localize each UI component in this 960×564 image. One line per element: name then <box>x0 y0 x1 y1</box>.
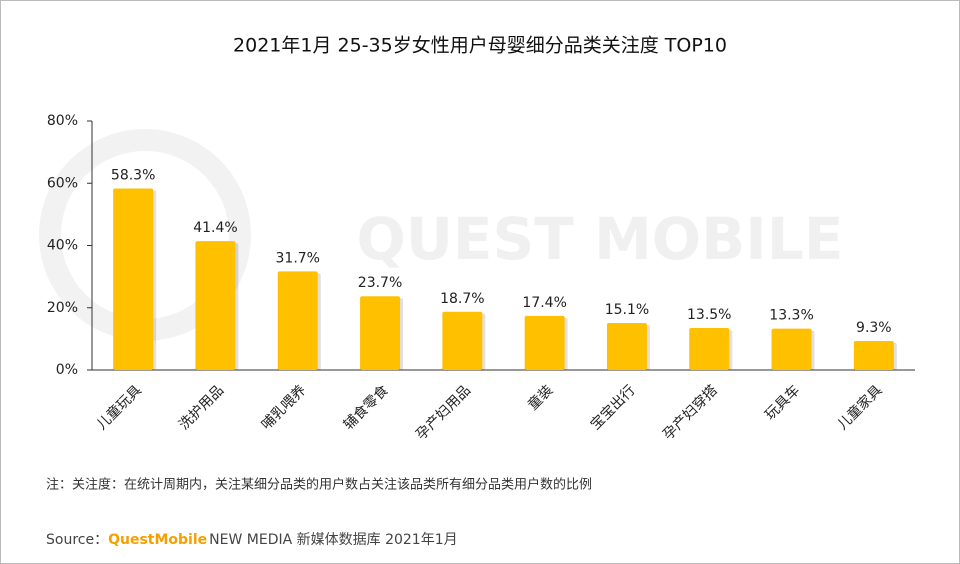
y-tick-label: 20% <box>47 300 78 316</box>
value-label: 9.3% <box>856 320 892 336</box>
value-label: 13.3% <box>769 308 813 324</box>
source: Source：QuestMobile NEW MEDIA 新媒体数据库 2021年… <box>46 532 458 548</box>
bar <box>853 341 894 370</box>
y-tick-label: 80% <box>47 113 78 129</box>
value-label: 13.5% <box>687 307 731 323</box>
bar <box>277 271 318 370</box>
bar <box>113 188 154 370</box>
chart-title: 2021年1月 25-35岁女性用户母婴细分品类关注度 TOP10 <box>233 35 727 57</box>
value-label: 15.1% <box>605 302 649 318</box>
value-label: 17.4% <box>522 295 566 311</box>
bar <box>771 328 812 370</box>
value-label: 31.7% <box>276 250 320 266</box>
bar <box>524 315 565 370</box>
bar <box>360 296 401 370</box>
bar <box>606 323 647 370</box>
bar <box>442 311 483 370</box>
note: 注：关注度：在统计周期内，关注某细分品类的用户数占关注该品类所有细分品类用户数的… <box>46 477 592 493</box>
y-tick-label: 60% <box>47 175 78 191</box>
value-label: 18.7% <box>440 291 484 307</box>
value-label: 58.3% <box>111 168 155 184</box>
value-label: 23.7% <box>358 275 402 291</box>
source-label: Source： <box>46 532 108 548</box>
y-tick-label: 0% <box>56 362 78 378</box>
watermark: QUEST MOBILE <box>357 205 844 273</box>
source-text: NEW MEDIA 新媒体数据库 2021年1月 <box>209 532 457 548</box>
bar <box>689 327 730 370</box>
value-label: 41.4% <box>193 220 237 236</box>
bar <box>195 241 236 370</box>
y-tick-label: 40% <box>47 238 78 254</box>
source-brand: QuestMobile <box>108 532 207 548</box>
